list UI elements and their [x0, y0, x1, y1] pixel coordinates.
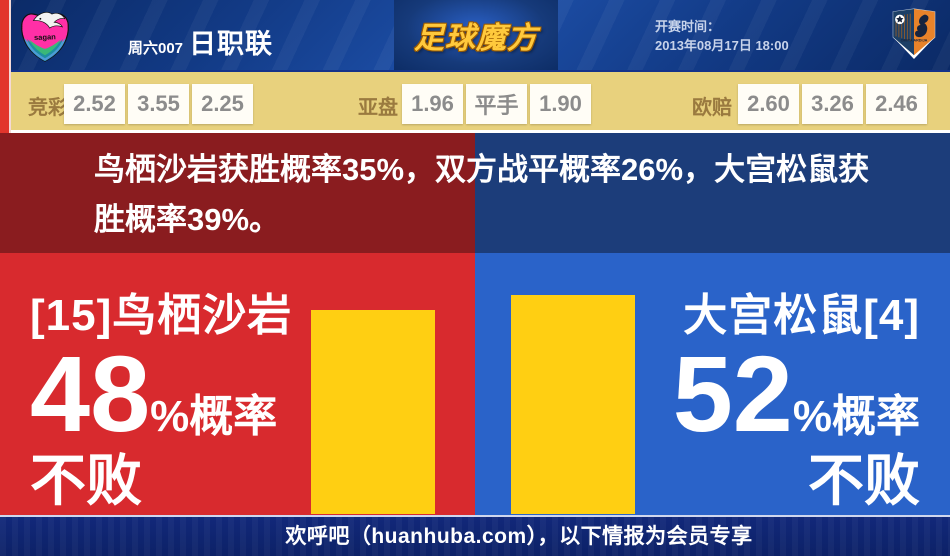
svg-text:sagan: sagan — [34, 32, 56, 42]
svg-text:OMIYA ARDIJA: OMIYA ARDIJA — [901, 39, 928, 43]
